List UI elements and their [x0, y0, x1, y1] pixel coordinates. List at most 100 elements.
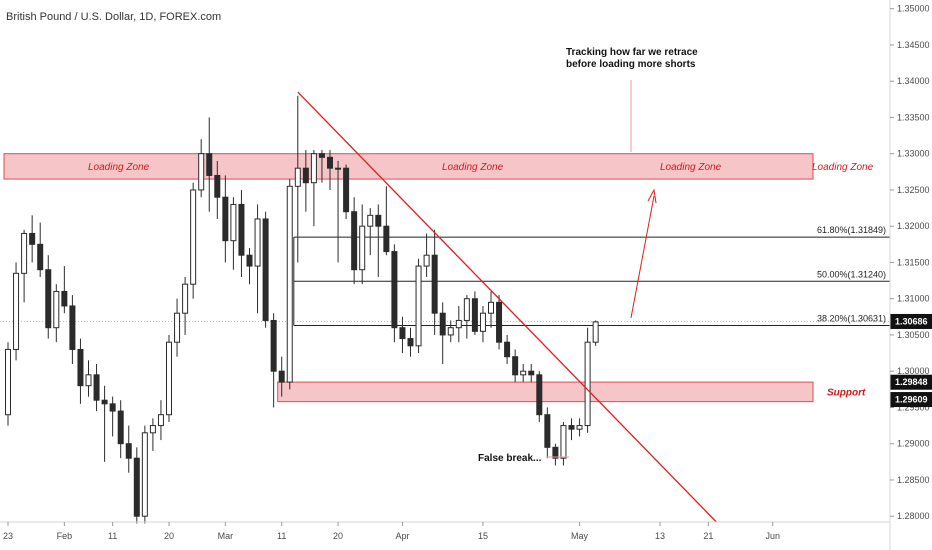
- time-tick-label: 11: [277, 531, 286, 541]
- candle-body-bull: [488, 301, 494, 314]
- candle[interactable]: [190, 182, 197, 299]
- candle[interactable]: [512, 349, 519, 383]
- candle[interactable]: [447, 320, 454, 343]
- candle[interactable]: [206, 117, 213, 212]
- current-price-tag: 1.30686: [895, 316, 928, 326]
- candle[interactable]: [488, 291, 494, 328]
- candle[interactable]: [294, 95, 301, 263]
- candle[interactable]: [302, 150, 309, 212]
- candle-body-bear: [568, 425, 575, 430]
- candle[interactable]: [141, 425, 148, 524]
- candle[interactable]: [455, 305, 462, 343]
- candle-body-bull: [584, 341, 591, 427]
- candle[interactable]: [214, 160, 221, 219]
- candle[interactable]: [61, 266, 68, 314]
- candle-body-bull: [230, 203, 237, 242]
- candle[interactable]: [415, 258, 422, 354]
- candle[interactable]: [584, 327, 591, 433]
- candle[interactable]: [351, 197, 358, 285]
- candle[interactable]: [109, 396, 116, 437]
- candle[interactable]: [5, 342, 11, 426]
- candle[interactable]: [327, 150, 333, 190]
- candle-body-bear: [101, 399, 108, 405]
- candle[interactable]: [431, 229, 438, 335]
- candle[interactable]: [318, 150, 325, 183]
- candle[interactable]: [504, 334, 511, 364]
- candle-body-bull: [141, 432, 148, 517]
- candle[interactable]: [69, 295, 76, 364]
- candle-body-bull: [455, 319, 462, 329]
- candle[interactable]: [592, 320, 599, 346]
- price-tick-label: 1.33500: [897, 112, 930, 122]
- support-low-tag-bg: [890, 392, 932, 408]
- candle-body-bull: [286, 185, 293, 383]
- descending-trendline[interactable]: [297, 91, 717, 523]
- candle[interactable]: [198, 139, 205, 198]
- candle[interactable]: [125, 425, 132, 473]
- candle[interactable]: [174, 298, 181, 357]
- candle[interactable]: [270, 313, 277, 408]
- candle[interactable]: [166, 334, 172, 422]
- candle[interactable]: [528, 363, 535, 383]
- candle[interactable]: [21, 229, 28, 303]
- candles-layer[interactable]: [5, 95, 599, 524]
- candle[interactable]: [439, 302, 446, 364]
- chart-title: British Pound / U.S. Dollar, 1D, FOREX.c…: [6, 11, 221, 23]
- candle[interactable]: [101, 385, 108, 462]
- candle[interactable]: [149, 418, 156, 451]
- candle[interactable]: [29, 215, 36, 263]
- candle[interactable]: [37, 222, 44, 277]
- candle[interactable]: [375, 204, 382, 277]
- candle[interactable]: [335, 160, 342, 263]
- candle[interactable]: [77, 338, 84, 404]
- candle[interactable]: [157, 400, 164, 441]
- candle[interactable]: [222, 175, 229, 263]
- candle[interactable]: [182, 276, 189, 335]
- candle[interactable]: [133, 447, 140, 524]
- candle[interactable]: [463, 295, 470, 339]
- candle[interactable]: [479, 305, 486, 343]
- candle[interactable]: [560, 421, 567, 466]
- candle[interactable]: [117, 400, 124, 459]
- candle[interactable]: [254, 204, 261, 314]
- price-tick-label: 1.34500: [897, 40, 930, 50]
- candle[interactable]: [367, 208, 374, 256]
- candle[interactable]: [45, 255, 52, 339]
- candle[interactable]: [496, 295, 503, 350]
- candle-body-bull: [5, 348, 11, 416]
- candle[interactable]: [576, 418, 583, 437]
- candle[interactable]: [262, 211, 269, 328]
- candle[interactable]: [383, 186, 390, 256]
- candle[interactable]: [536, 371, 543, 422]
- candle[interactable]: [93, 363, 100, 412]
- candle[interactable]: [544, 407, 551, 459]
- candle[interactable]: [230, 197, 237, 270]
- candle[interactable]: [85, 360, 92, 397]
- candle-body-bull: [294, 167, 301, 187]
- candle[interactable]: [310, 150, 317, 227]
- candle[interactable]: [343, 164, 350, 219]
- candle[interactable]: [471, 291, 478, 335]
- candle[interactable]: [359, 204, 366, 285]
- candle[interactable]: [399, 316, 406, 354]
- candle[interactable]: [423, 233, 430, 277]
- candle[interactable]: [520, 363, 527, 383]
- candle-body-bull: [157, 414, 164, 427]
- candle[interactable]: [568, 418, 575, 441]
- candle[interactable]: [278, 356, 285, 397]
- support-label: Support: [827, 387, 866, 398]
- candle-body-bear: [246, 254, 253, 267]
- candle[interactable]: [13, 262, 20, 361]
- price-tick-label: 1.29500: [897, 402, 930, 412]
- candle[interactable]: [407, 327, 414, 357]
- current-price-tag-bg: [890, 313, 932, 329]
- candle[interactable]: [391, 244, 398, 343]
- candle[interactable]: [286, 179, 293, 390]
- candle[interactable]: [238, 189, 245, 277]
- time-tick-label: Feb: [57, 531, 73, 541]
- candle[interactable]: [552, 443, 559, 466]
- candle[interactable]: [53, 284, 60, 343]
- candle[interactable]: [246, 247, 253, 285]
